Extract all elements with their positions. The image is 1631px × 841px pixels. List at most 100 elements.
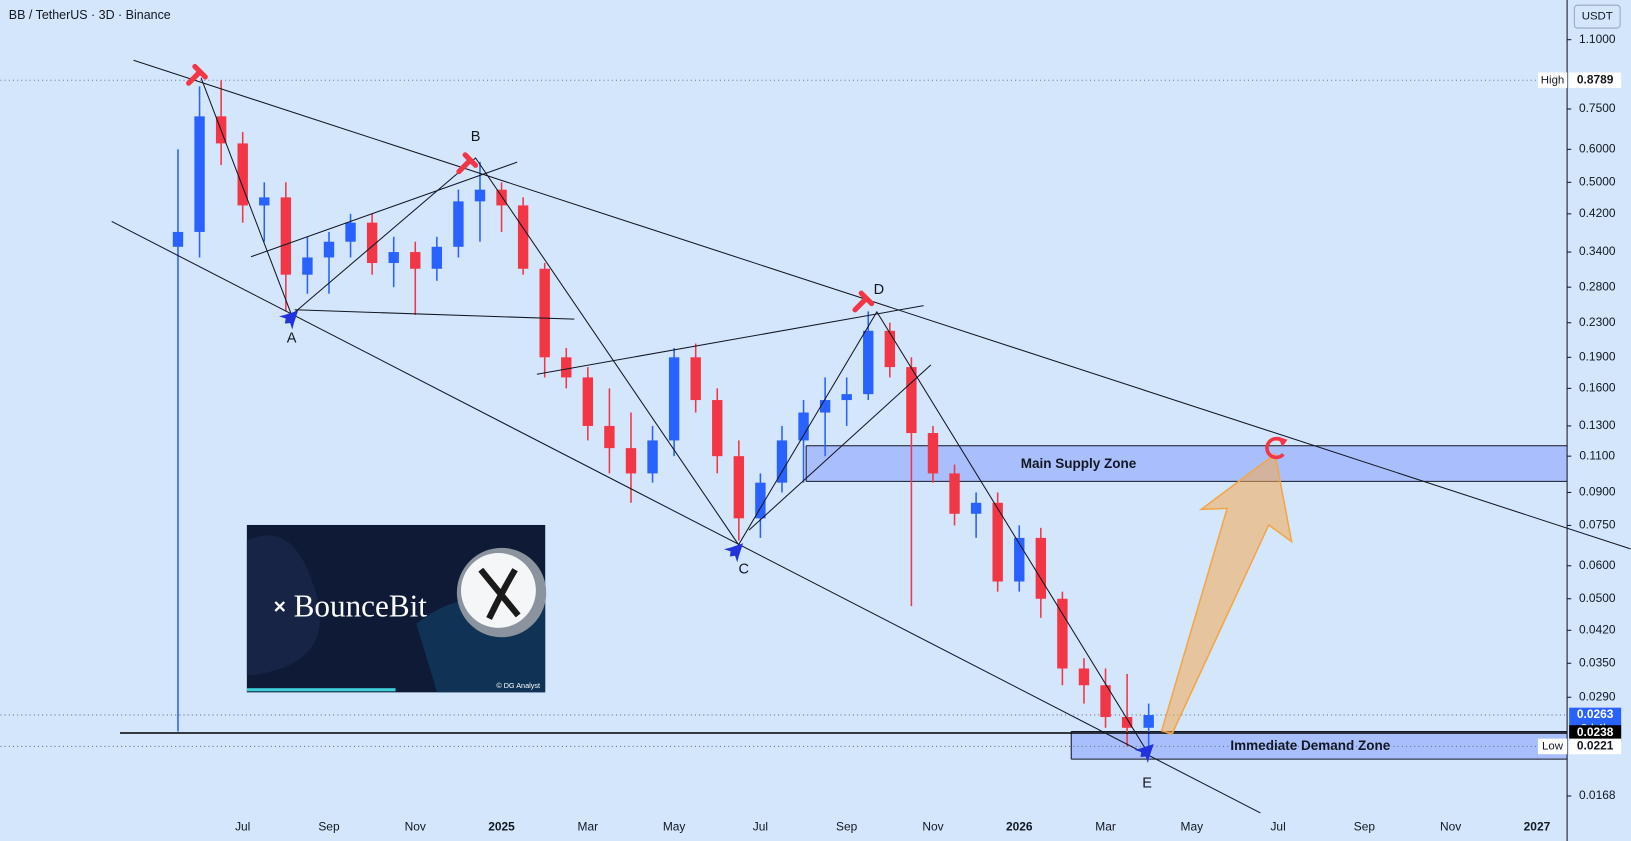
y-tick-label: 0.0750	[1579, 518, 1616, 532]
candle-body	[1078, 668, 1090, 686]
zone-label: Main Supply Zone	[1021, 456, 1137, 471]
zone	[1071, 731, 1568, 760]
pattern-point-label: A	[287, 331, 297, 347]
candle-body	[841, 394, 852, 401]
y-tick-label: 0.0500	[1579, 591, 1616, 605]
candle-body	[819, 400, 831, 413]
top-marker	[186, 63, 208, 86]
x-tick-label: Jul	[1270, 820, 1285, 834]
candle-body	[280, 197, 292, 275]
y-tick-label: 0.1900	[1579, 349, 1616, 363]
price-tag: High	[1541, 74, 1565, 86]
x-tick-label: Sep	[1354, 820, 1376, 834]
candle-body	[410, 252, 421, 269]
candle-body	[1143, 714, 1154, 728]
y-tick-label: 0.0900	[1579, 485, 1616, 499]
x-tick-label: May	[663, 820, 686, 834]
candle-body	[539, 268, 550, 358]
overlays: Main Supply Zone Immediate Demand Zone A B C…	[111, 59, 1631, 814]
top-marker	[852, 290, 875, 313]
pattern-point-label: B	[471, 129, 481, 145]
candle-body	[582, 377, 594, 426]
y-tick-label: 0.0290	[1579, 689, 1616, 703]
price-tag-box	[1537, 738, 1568, 755]
candle-body	[1014, 537, 1025, 582]
projection-arrow	[1160, 452, 1293, 735]
candle-body	[453, 201, 464, 247]
candle-body	[733, 456, 745, 519]
candle-body	[302, 257, 313, 275]
candle-body	[668, 357, 680, 441]
y-tick-label: 0.5000	[1579, 174, 1616, 188]
x-tick-label: Nov	[1440, 820, 1461, 834]
x-tick-label: Sep	[318, 820, 340, 834]
candle-body	[1035, 537, 1047, 599]
y-tick-label: 0.1100	[1579, 448, 1615, 462]
trend-line	[200, 77, 1148, 752]
logo-underline	[246, 688, 396, 692]
bottom-marker	[279, 310, 299, 330]
y-tick-label: 0.2800	[1579, 279, 1616, 293]
candle-body	[1121, 717, 1133, 728]
currency-box	[1573, 4, 1621, 29]
currency: USDT	[1582, 11, 1613, 23]
x-tick-label: 2026	[1006, 820, 1033, 834]
candle-body	[712, 400, 723, 457]
logo-image: ✕ BounceBit © DG Analyst	[246, 524, 547, 693]
candle-body	[194, 116, 205, 232]
logo-coin-symbol	[478, 567, 521, 620]
y-tick-label: 0.0600	[1579, 558, 1616, 572]
price-label-box	[1569, 72, 1622, 89]
x-tick-label: Mar	[1095, 820, 1116, 834]
price-label-box	[1569, 738, 1622, 755]
bottom-marker	[723, 543, 744, 563]
logo-credit: © DG Analyst	[496, 681, 540, 690]
pattern-point-label: C	[739, 562, 750, 578]
pattern-point-label: E	[1142, 776, 1152, 792]
x-tick-label: Sep	[836, 820, 858, 834]
x-tick-label: May	[1181, 820, 1204, 834]
candle-body	[561, 357, 572, 378]
trend-line	[111, 220, 1261, 814]
target-marker	[1265, 436, 1285, 460]
zone	[806, 445, 1568, 482]
y-tick-label: 0.6000	[1579, 141, 1616, 155]
x-tick-label: Nov	[405, 820, 426, 834]
candle-body	[798, 412, 809, 441]
y-tick-label: 0.0350	[1579, 655, 1616, 669]
y-tick-label: 0.3400	[1579, 244, 1616, 258]
y-tick-label: 0.0420	[1579, 622, 1616, 636]
candle-body	[172, 231, 184, 247]
price-label: 0.0263	[1577, 707, 1614, 721]
candle-body	[259, 197, 270, 206]
candle-body	[1100, 685, 1111, 718]
price-label: 0.8789	[1577, 72, 1614, 86]
candle-body	[884, 330, 896, 368]
trend-line	[133, 59, 1631, 550]
y-tick-label: 0.7500	[1579, 101, 1616, 115]
candle-body	[776, 440, 788, 483]
trend-line	[536, 305, 924, 375]
candle-body	[949, 473, 960, 514]
candle-body	[906, 367, 917, 434]
candle-body	[474, 189, 486, 202]
target-marker-head	[1278, 436, 1288, 448]
trend-line	[748, 364, 932, 531]
logo-decoration	[246, 535, 320, 676]
candle-body	[927, 433, 939, 474]
y-tick-label: 0.1300	[1579, 418, 1616, 432]
price-label: 0.0221	[1577, 739, 1614, 753]
candle-body	[496, 189, 507, 206]
candle-body	[647, 440, 658, 474]
candle-body	[366, 222, 378, 264]
y-tick-label: 0.2300	[1579, 315, 1616, 329]
candle-body	[604, 425, 615, 449]
trend-line	[294, 309, 575, 320]
y-tick-label: 0.4200	[1579, 206, 1616, 220]
candle-body	[237, 143, 248, 206]
candle-body	[323, 241, 335, 258]
y-tick-label: 0.1600	[1579, 381, 1616, 395]
